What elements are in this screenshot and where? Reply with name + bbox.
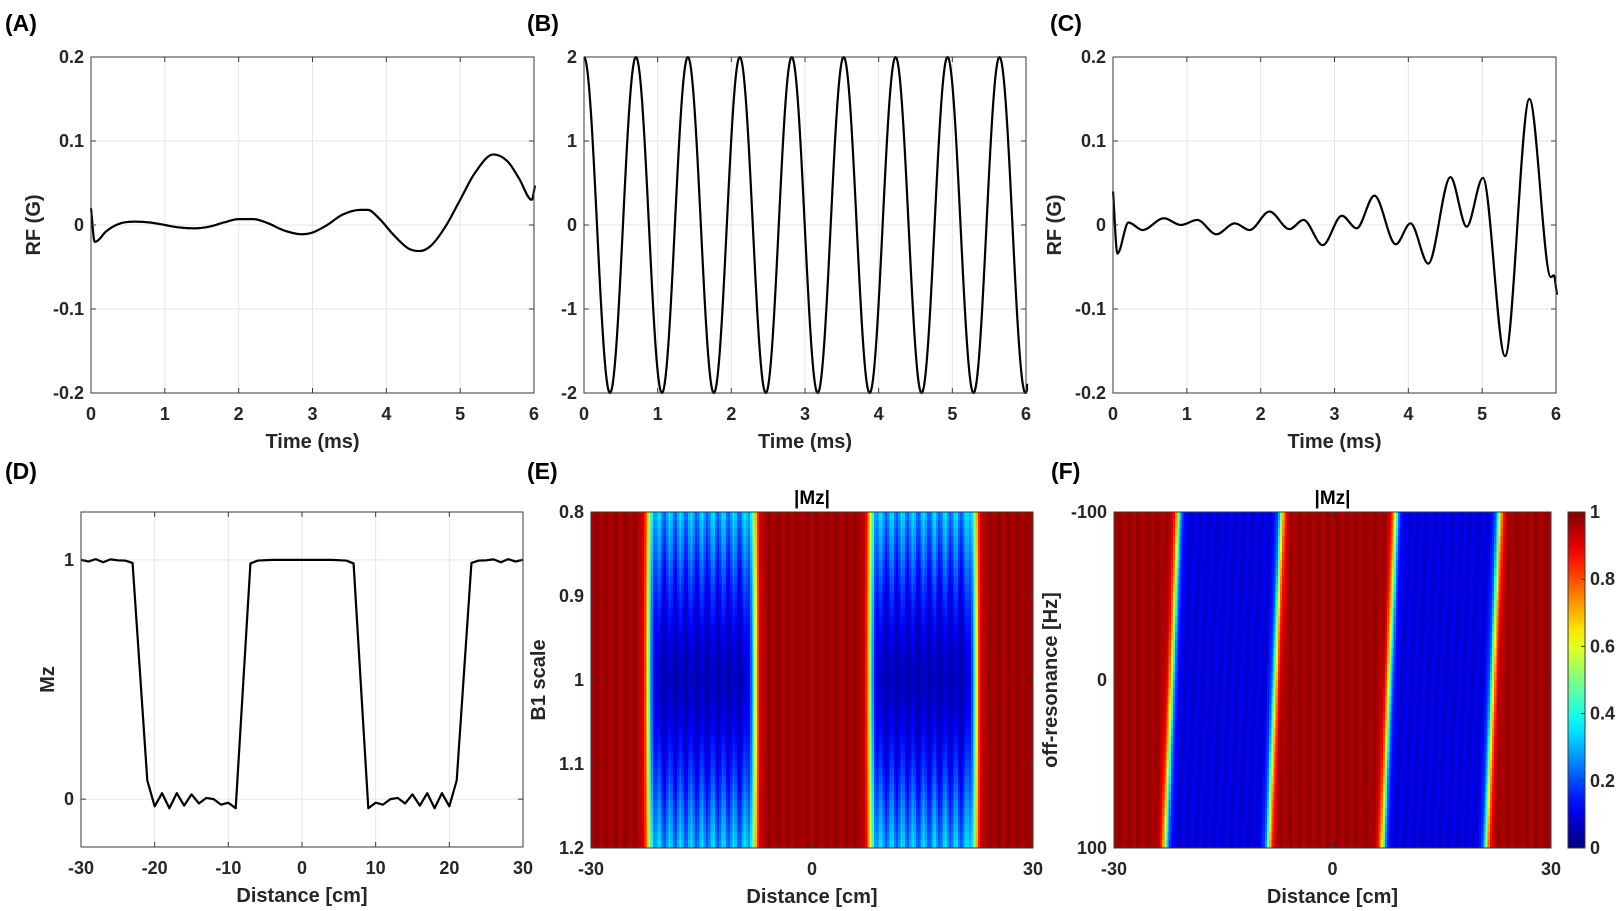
y-tick-label: 1 xyxy=(567,131,577,151)
x-tick-label: 0 xyxy=(297,858,307,878)
y-tick-label: -0.1 xyxy=(1075,299,1106,319)
x-tick-label: 20 xyxy=(439,858,459,878)
y-tick-label: -2 xyxy=(561,383,577,403)
x-tick-label: 5 xyxy=(947,404,957,424)
y-tick-label: 0 xyxy=(1096,215,1106,235)
y-axis-label: RF (G) xyxy=(23,194,45,255)
y-tick-label: 0 xyxy=(567,215,577,235)
x-tick-label: 5 xyxy=(455,404,465,424)
x-tick-label: 0 xyxy=(1108,404,1118,424)
x-tick-label: 3 xyxy=(1329,404,1339,424)
y-tick-label: 0.2 xyxy=(1081,47,1106,67)
x-tick-label: 10 xyxy=(366,858,386,878)
x-tick-label: -20 xyxy=(142,858,168,878)
x-tick-label: 5 xyxy=(1477,404,1487,424)
y-axis-label: RF (G) xyxy=(1044,194,1066,255)
x-tick-label: 0 xyxy=(86,404,96,424)
x-tick-label: 3 xyxy=(800,404,810,424)
x-tick-label: 6 xyxy=(1551,404,1561,424)
x-axis-label: Time (ms) xyxy=(758,431,852,453)
y-tick-label: 1 xyxy=(64,550,74,570)
x-tick-label: -10 xyxy=(215,858,241,878)
y-tick-label: 0.2 xyxy=(59,47,84,67)
panel-label: (A) xyxy=(5,10,37,36)
x-tick-label: 0 xyxy=(579,404,589,424)
heatmap xyxy=(591,512,1034,849)
y-tick-label: -0.2 xyxy=(1075,383,1106,403)
figure: (A) 0 1 2 3 4 5 6 -0.2 -0.1 0 0.1 0.2 Time (ms) RF (G)… xyxy=(0,0,1620,911)
y-tick-label: -1 xyxy=(561,299,577,319)
x-tick-label: 4 xyxy=(874,404,884,424)
y-tick-label: 0.1 xyxy=(59,131,84,151)
y-tick-label: 0 xyxy=(64,789,74,809)
y-tick-label: 2 xyxy=(567,47,577,67)
x-tick-label: 2 xyxy=(234,404,244,424)
panel-label: (B) xyxy=(527,10,559,36)
y-tick-label: 0 xyxy=(74,215,84,235)
x-axis-label: Distance [cm] xyxy=(236,885,367,907)
x-axis-label: Time (ms) xyxy=(1287,431,1381,453)
x-tick-label: 6 xyxy=(1021,404,1031,424)
x-tick-label: 1 xyxy=(653,404,663,424)
panel-label: (D) xyxy=(5,458,37,484)
x-tick-label: 3 xyxy=(307,404,317,424)
x-tick-label: -30 xyxy=(68,858,94,878)
x-tick-label: 4 xyxy=(381,404,391,424)
x-tick-label: 2 xyxy=(726,404,736,424)
panel-label: (C) xyxy=(1050,10,1082,36)
panel-c: (C) 0 1 2 3 4 5 6 -0.2 -0.1 0 0.1 0.2 Time (ms) RF (G) xyxy=(1044,10,1561,453)
y-axis-label: Mz xyxy=(37,666,59,693)
x-tick-label: 1 xyxy=(1182,404,1192,424)
y-tick-label: -0.1 xyxy=(53,299,84,319)
x-tick-label: 1 xyxy=(160,404,170,424)
y-tick-label: -0.2 xyxy=(53,383,84,403)
x-tick-label: 2 xyxy=(1256,404,1266,424)
x-tick-label: 6 xyxy=(529,404,539,424)
panel-d: (D) -30 -20 -10 0 10 20 30 0 1 Distance [cm] Mz xyxy=(5,458,533,907)
x-tick-label: 4 xyxy=(1403,404,1413,424)
panel-label: (E) xyxy=(527,458,558,484)
x-tick-label: 30 xyxy=(513,858,533,878)
y-tick-label: 0.1 xyxy=(1081,131,1106,151)
x-axis-label: Time (ms) xyxy=(265,431,359,453)
panel-a: (A) 0 1 2 3 4 5 6 -0.2 -0.1 0 0.1 0.2 Time (ms) RF (G) xyxy=(5,10,539,453)
panel-b: (B) 0 1 2 3 4 5 6 -2 -1 0 1 2 Time (ms) xyxy=(527,10,1031,453)
